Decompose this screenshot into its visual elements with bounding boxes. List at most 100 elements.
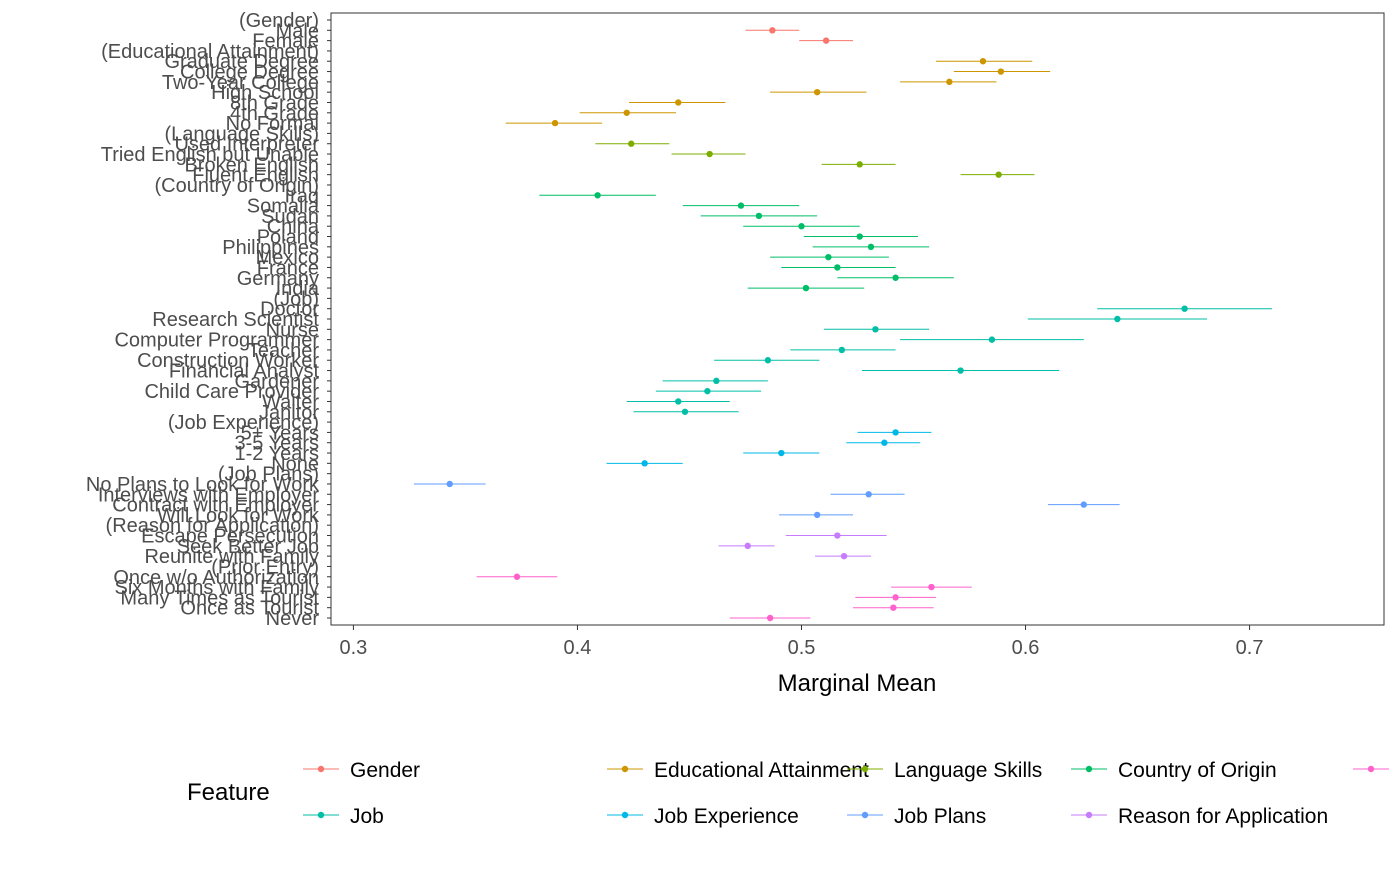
y-tick-label: Male <box>276 20 319 42</box>
legend-entry: Job Plans <box>847 805 986 828</box>
legend-label: Job Plans <box>894 805 986 828</box>
row: Many Times as Tourist <box>120 587 936 609</box>
point-estimate <box>1114 315 1121 323</box>
point-estimate <box>813 88 821 96</box>
legend-label: Country of Origin <box>1118 759 1277 782</box>
point-estimate <box>997 68 1005 75</box>
legend-key-point <box>317 765 325 773</box>
x-axis: 0.3 0.4 0.5 0.6 0.7 <box>339 625 1263 659</box>
y-tick-label: (Prior Entry) <box>211 556 319 578</box>
point-estimate <box>838 346 846 354</box>
y-tick-label: Escape Persecution <box>141 526 319 548</box>
point-estimate <box>813 511 821 519</box>
point-estimate <box>946 78 953 86</box>
point-estimate <box>675 99 682 106</box>
legend-entry: Job Experience <box>607 805 799 828</box>
legend-label: Job Experience <box>654 805 799 828</box>
row: Will Look for Work <box>157 505 854 527</box>
x-tick-label: 0.6 <box>1012 637 1040 659</box>
row: Six Months with Family <box>115 577 972 599</box>
row: Fluent English <box>192 165 1035 187</box>
point-estimate <box>834 264 841 271</box>
row: (Gender) <box>239 10 331 32</box>
legend-entry: Educational Attainment <box>607 759 869 782</box>
y-tick-label: (Job Experience) <box>168 412 319 434</box>
point-estimate <box>988 336 996 343</box>
point-estimate <box>744 542 751 550</box>
y-tick-label: Research Scientist <box>152 309 319 331</box>
y-tick-label: Doctor <box>260 299 319 321</box>
y-tick-label: 1-2 Years <box>234 443 319 465</box>
legend-entry: Reason for Application <box>1071 805 1328 828</box>
row: Waiter <box>262 391 730 413</box>
point-estimate <box>892 429 899 436</box>
row: None <box>271 453 683 475</box>
y-tick-label: Graduate Degree <box>164 51 319 73</box>
point-estimate <box>623 109 630 116</box>
row: Female <box>252 31 854 53</box>
row: Doctor <box>260 299 1272 321</box>
y-tick-label: Child Care Provider <box>144 381 319 403</box>
row: 1-2 Years <box>234 443 820 465</box>
row: Poland <box>257 227 918 249</box>
point-estimate <box>890 604 897 611</box>
row: Child Care Provider <box>144 381 762 403</box>
y-tick-label: Never <box>266 608 320 630</box>
y-tick-label: Somalia <box>247 196 320 218</box>
legend-entry: Country of Origin <box>1071 759 1277 782</box>
row: Escape Persecution <box>141 526 887 548</box>
row: Financial Analyst <box>169 361 1060 383</box>
row: Seek Better Job <box>177 536 775 558</box>
x-tick-label: 0.3 <box>339 637 367 659</box>
point-estimate <box>764 357 772 364</box>
legend-key-point <box>621 765 629 773</box>
point-estimate <box>641 460 648 467</box>
point-estimate <box>766 614 774 622</box>
point-estimate <box>737 202 745 209</box>
y-tick-label: Germany <box>237 268 319 290</box>
row: Interviews with Employer <box>98 484 905 506</box>
x-tick-label: 0.5 <box>788 637 816 659</box>
row: Sudan <box>261 206 818 228</box>
row: Male <box>276 20 800 42</box>
point-estimate <box>856 233 863 240</box>
y-tick-label: Interviews with Employer <box>98 484 320 506</box>
row: (Country of Origin) <box>155 175 331 197</box>
y-tick-label: Financial Analyst <box>169 361 320 383</box>
row: 3-5 Years <box>234 433 921 455</box>
y-tick-label: Tried English but Unable <box>101 144 319 166</box>
y-tick-label: Sudan <box>261 206 319 228</box>
row: (Job) <box>273 288 331 310</box>
row: Mexico <box>256 247 889 269</box>
y-tick-label: High School <box>211 82 319 104</box>
y-tick-label: Reunite with Family <box>144 546 319 568</box>
y-tick-label: College Degree <box>180 62 319 84</box>
y-tick-label: Fluent English <box>192 165 319 187</box>
y-tick-label: None <box>271 453 319 475</box>
legend-key-point <box>1085 765 1093 773</box>
y-tick-label: Computer Programmer <box>114 330 319 352</box>
row: (Prior Entry) <box>211 556 331 578</box>
point-estimate <box>881 439 888 446</box>
y-tick-label: Six Months with Family <box>115 577 320 599</box>
point-estimate <box>798 223 805 230</box>
point-estimate <box>856 161 863 168</box>
point-estimate <box>840 552 848 560</box>
legend-key-point <box>317 811 325 819</box>
row: Never <box>266 608 811 630</box>
point-estimate <box>778 449 785 457</box>
row: No Formal <box>226 113 603 135</box>
y-tick-label: (Job) <box>273 288 319 310</box>
legend-entry <box>1353 765 1389 773</box>
row: Once w/o Authorization <box>113 567 558 589</box>
row: Gardener <box>235 371 768 393</box>
y-tick-label: France <box>257 257 319 279</box>
row: Germany <box>237 268 954 290</box>
row: France <box>257 257 896 279</box>
legend-key-point <box>861 765 869 773</box>
row: Used Interpreter <box>174 134 670 156</box>
y-tick-label: 5+ Years <box>241 422 319 444</box>
legend-key-point <box>861 811 869 819</box>
row: College Degree <box>180 62 1051 84</box>
